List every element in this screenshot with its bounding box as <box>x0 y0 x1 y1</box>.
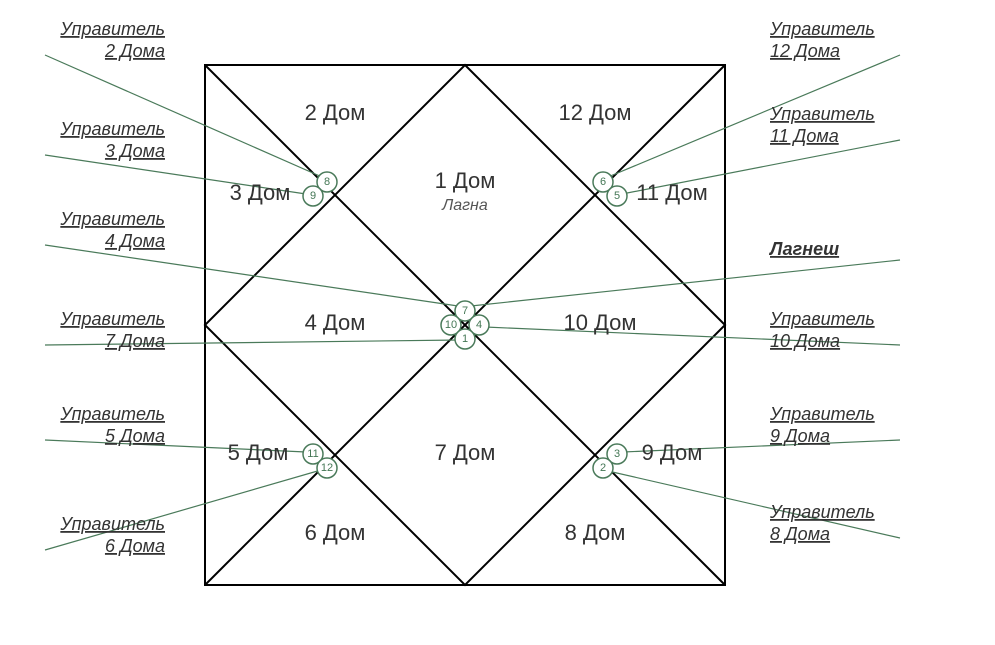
chart-box <box>205 65 725 585</box>
callout-text: Управитель <box>769 502 875 522</box>
house-sublabel: Лагна <box>441 197 488 214</box>
house-label: 8 Дом <box>565 520 626 545</box>
ruler-number: 5 <box>614 190 620 202</box>
house-label: 4 Дом <box>305 310 366 335</box>
leader-line <box>45 55 322 177</box>
callout-text: Управитель <box>59 19 165 39</box>
house-label: 12 Дом <box>558 100 631 125</box>
ruler-marker: 9 <box>303 186 323 206</box>
ruler-number: 11 <box>307 448 318 460</box>
callout-text: Управитель <box>769 309 875 329</box>
callout-text: Управитель <box>59 209 165 229</box>
house-label: 3 Дом <box>230 180 291 205</box>
callout-text: 3 Дома <box>105 141 165 161</box>
ruler-marker: 12 <box>317 458 337 478</box>
ruler-marker: 1 <box>455 329 475 349</box>
ruler-number: 1 <box>462 333 468 345</box>
ruler-marker: 2 <box>593 458 613 478</box>
ruler-number: 9 <box>310 190 316 202</box>
callout-text: Управитель <box>59 119 165 139</box>
callout-text: 8 Дома <box>770 524 830 544</box>
callout-text: Управитель <box>59 309 165 329</box>
house-label: 5 Дом <box>228 440 289 465</box>
callout-text: Управитель <box>769 404 875 424</box>
ruler-marker: 5 <box>607 186 627 206</box>
callout-text: 5 Дома <box>105 426 165 446</box>
callout-text: Управитель <box>769 19 875 39</box>
house-label: 1 Дом <box>435 168 496 193</box>
house-label: 9 Дом <box>642 440 703 465</box>
house-label: 7 Дом <box>435 440 496 465</box>
ruler-number: 2 <box>600 462 606 474</box>
house-label: 6 Дом <box>305 520 366 545</box>
callout-text: 7 Дома <box>105 331 165 351</box>
ruler-number: 3 <box>614 448 620 460</box>
callouts: Управитель2 ДомаУправитель3 ДомаУправите… <box>59 19 874 556</box>
house-label: 2 Дом <box>305 100 366 125</box>
leader-line <box>471 260 900 306</box>
leader-line <box>45 245 458 306</box>
ruler-number: 8 <box>324 176 330 188</box>
callout-text: 2 Дома <box>104 41 165 61</box>
house-label: 11 Дом <box>636 180 707 205</box>
ruler-number: 7 <box>462 305 468 317</box>
ruler-number: 4 <box>476 319 482 331</box>
ruler-number: 6 <box>600 176 606 188</box>
vedic-chart-diagram: 8965710411112321 ДомЛагна2 Дом3 Дом4 Дом… <box>0 0 995 645</box>
callout-text: Управитель <box>59 514 165 534</box>
ruler-number: 10 <box>445 319 457 331</box>
callout-text: Управитель <box>769 104 875 124</box>
callout-text: 9 Дома <box>770 426 830 446</box>
callout-text: 6 Дома <box>105 536 165 556</box>
callout-text: 4 Дома <box>105 231 165 251</box>
callout-text: 10 Дома <box>770 331 840 351</box>
house-label: 10 Дом <box>563 310 636 335</box>
callout-text: Управитель <box>59 404 165 424</box>
callout-text: Лагнеш <box>768 239 839 259</box>
ruler-number: 12 <box>321 462 333 474</box>
callout-text: 11 Дома <box>770 126 839 146</box>
callout-text: 12 Дома <box>770 41 840 61</box>
